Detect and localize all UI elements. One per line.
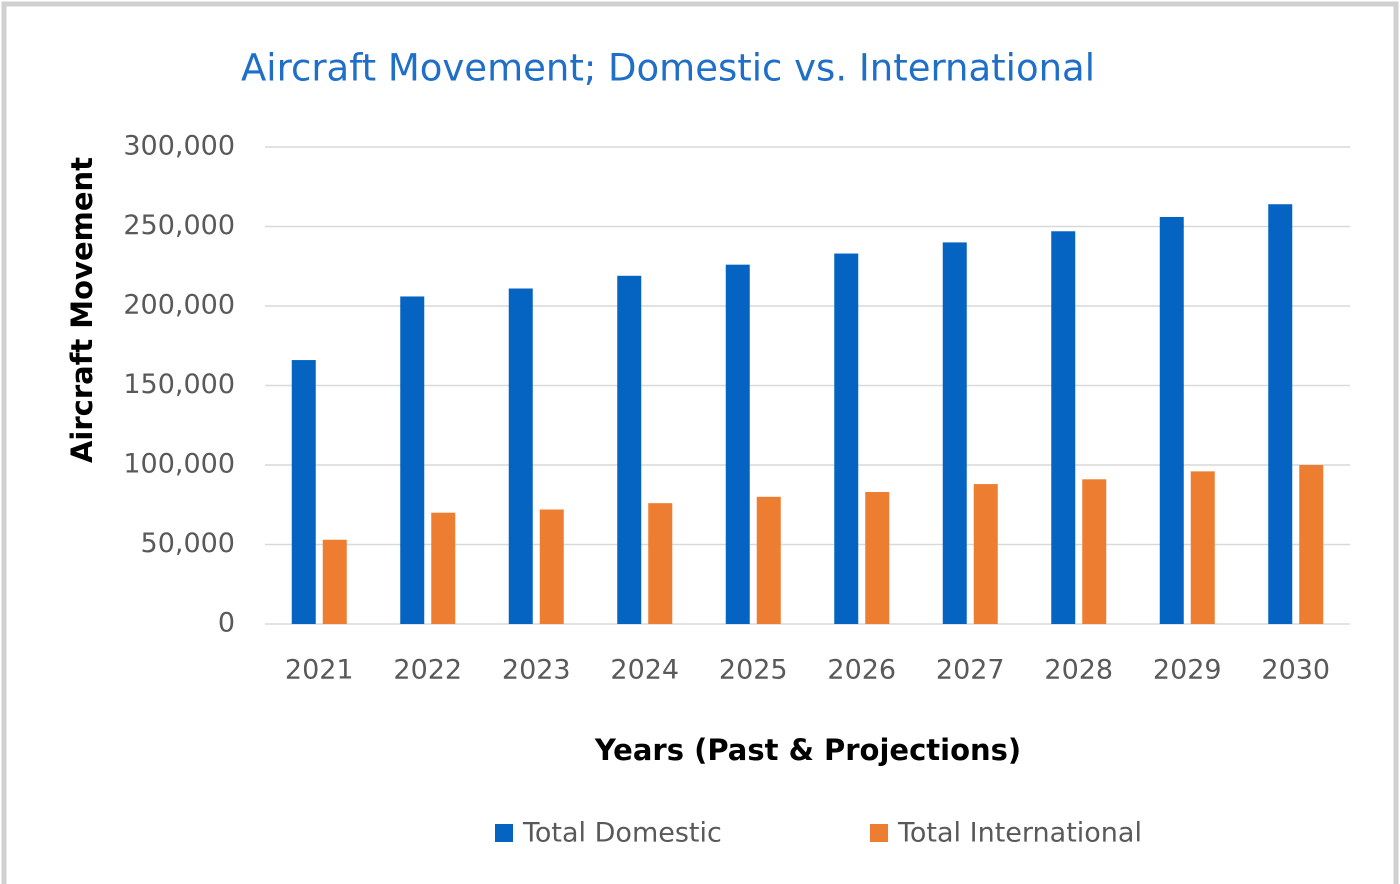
legend-label: Total International: [897, 818, 1142, 849]
y-axis-label: Aircraft Movement: [65, 157, 99, 463]
bar: [539, 509, 564, 624]
bar: [834, 253, 859, 624]
legend-swatch: [870, 824, 888, 842]
x-tick-label: 2028: [1044, 655, 1113, 686]
bar: [1082, 479, 1107, 624]
x-tick-label: 2022: [393, 655, 462, 686]
y-tick-label: 250,000: [123, 210, 235, 241]
bar: [756, 496, 781, 624]
x-tick-label: 2030: [1261, 655, 1330, 686]
legend-swatch: [495, 824, 513, 842]
x-tick-label: 2029: [1153, 655, 1222, 686]
x-tick-label: 2026: [827, 655, 896, 686]
bar: [1190, 471, 1215, 624]
legend-label: Total Domestic: [522, 818, 722, 849]
bar: [400, 296, 425, 624]
y-tick-label: 0: [218, 608, 235, 639]
bar: [865, 492, 890, 624]
x-tick-label: 2023: [502, 655, 571, 686]
bar: [648, 503, 673, 624]
bar: [973, 484, 998, 624]
bar: [942, 242, 967, 624]
x-tick-label: 2024: [610, 655, 679, 686]
bar: [1299, 465, 1324, 624]
x-tick-label: 2025: [719, 655, 788, 686]
x-tick-label: 2021: [285, 655, 354, 686]
y-tick-label: 100,000: [123, 449, 235, 480]
bar: [322, 539, 347, 624]
y-tick-label: 300,000: [123, 131, 235, 162]
bar: [725, 264, 750, 624]
y-tick-label: 50,000: [141, 528, 235, 559]
x-axis-label: Years (Past & Projections): [594, 733, 1021, 767]
bar: [1159, 216, 1184, 624]
bar: [1051, 231, 1076, 624]
bar: [617, 275, 642, 624]
y-tick-label: 150,000: [123, 369, 235, 400]
chart-title: Aircraft Movement; Domestic vs. Internat…: [241, 47, 1095, 90]
bar: [1268, 204, 1293, 625]
bar: [291, 360, 316, 624]
bar: [508, 288, 533, 624]
x-tick-label: 2027: [936, 655, 1005, 686]
bar: [431, 512, 456, 624]
y-tick-label: 200,000: [123, 290, 235, 321]
